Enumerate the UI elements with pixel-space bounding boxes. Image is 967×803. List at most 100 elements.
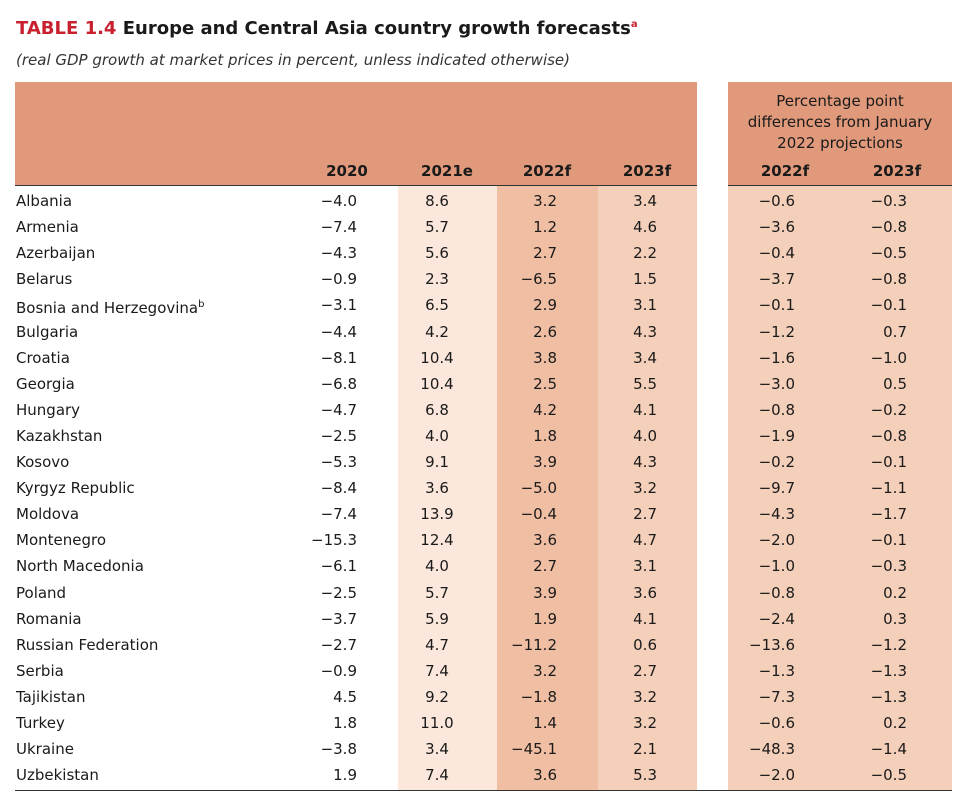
row-label: Bulgaria [16,323,78,341]
cell: −0.1 [870,453,907,471]
cell: 1.9 [333,766,357,785]
column-header: 2022f [760,162,810,180]
row-label: Georgia [16,375,75,393]
column-shade [497,186,598,791]
cell: −1.3 [758,661,795,680]
row-label: Montenegro [16,531,106,549]
row-label: Serbia [16,662,64,680]
title-note: a [630,19,638,30]
cell: 12.4 [420,531,454,550]
cell: 10.4 [420,374,454,393]
note: b [198,299,205,311]
cell: −2.4 [758,609,795,628]
cell: 2.7 [533,557,557,576]
country: Kyrgyz Republic [16,479,135,498]
cell: −0.1 [870,296,907,315]
cell: −15.3 [311,531,357,550]
cell: −1.6 [758,348,795,367]
cell: 2.3 [425,270,449,289]
cell: −0.5 [870,766,907,785]
cell: −11.2 [511,635,557,654]
cell: 3.2 [533,661,557,680]
row-label: Armenia [16,218,79,236]
cell: 5.7 [425,218,449,237]
cell: 6.5 [425,296,449,315]
header-band [728,82,952,186]
cell: −7.4 [320,218,357,237]
cell: 5.9 [425,609,449,628]
country: Georgia [16,374,75,393]
cell: −5.3 [320,453,357,471]
cell: 4.2 [533,400,557,419]
cell: −1.8 [520,687,557,706]
cell: −3.8 [320,740,357,759]
rule [728,185,952,186]
column-header: 2023f [622,162,672,180]
rule [15,185,697,186]
country: Poland [16,583,67,602]
cell: 4.7 [425,635,449,654]
cell: −3.7 [320,609,357,628]
row-label: Kosovo [16,453,69,471]
cell: −0.4 [520,505,557,524]
cell: 1.9 [533,609,557,628]
row-label: Tajikistan [16,688,85,706]
cell: 10.4 [420,348,454,367]
cell: −3.7 [758,270,795,289]
cell: −0.5 [870,244,907,263]
cell: −6.1 [320,557,357,576]
cell: 5.6 [425,244,449,263]
cell: 2.7 [633,661,657,680]
row-label: Bosnia and Herzegovinab [16,296,204,317]
cell: 3.6 [533,531,557,550]
cell: −1.0 [870,348,907,367]
country: Russian Federation [16,635,159,654]
cell: 3.9 [533,583,557,602]
country: Bulgaria [16,322,79,341]
country: Kosovo [16,453,70,471]
row-label: Russian Federation [16,636,158,654]
cell: −0.2 [758,453,795,471]
column-shade [598,186,697,791]
cell: −2.5 [320,583,357,602]
cell: 4.1 [633,400,657,419]
column-shade [398,186,497,791]
cell: 4.3 [633,322,657,341]
cell: 5.3 [633,766,657,785]
cell: 3.2 [633,479,657,498]
cell: −4.7 [320,400,357,419]
cell: 7.4 [425,661,449,680]
cell: 4.0 [425,426,449,445]
country: Croatia [16,348,70,367]
row-label: Belarus [16,270,72,288]
cell: 0.3 [883,609,907,628]
cell: −9.7 [758,479,795,498]
cell: 13.9 [420,505,454,524]
country: Moldova [16,505,80,524]
cell: 3.4 [633,348,657,367]
cell: 3.6 [633,583,657,602]
cell: −7.4 [320,505,357,524]
cell: 3.2 [633,714,657,732]
cell: −4.0 [320,192,357,210]
cell: −0.8 [870,218,907,237]
title-line: TABLE 1.4 Europe and Central Asia countr… [16,18,638,39]
row-label: North Macedonia [16,557,144,575]
row-label: Uzbekistan [16,766,99,784]
country: North Macedonia [16,557,144,576]
cell: 8.6 [425,192,449,210]
cell: 4.2 [425,322,449,341]
cell: −8.1 [320,348,357,367]
cell: 3.6 [425,479,449,498]
cell: −7.3 [758,687,795,706]
cell: −45.1 [511,740,557,759]
row-label: Croatia [16,349,70,367]
cell: 4.3 [633,453,657,471]
cell: 2.9 [533,296,557,315]
row-label: Kazakhstan [16,427,102,445]
cell: 4.6 [633,218,657,237]
row-label: Turkey [16,714,65,732]
cell: 3.6 [533,766,557,785]
cell: −48.3 [749,740,795,759]
